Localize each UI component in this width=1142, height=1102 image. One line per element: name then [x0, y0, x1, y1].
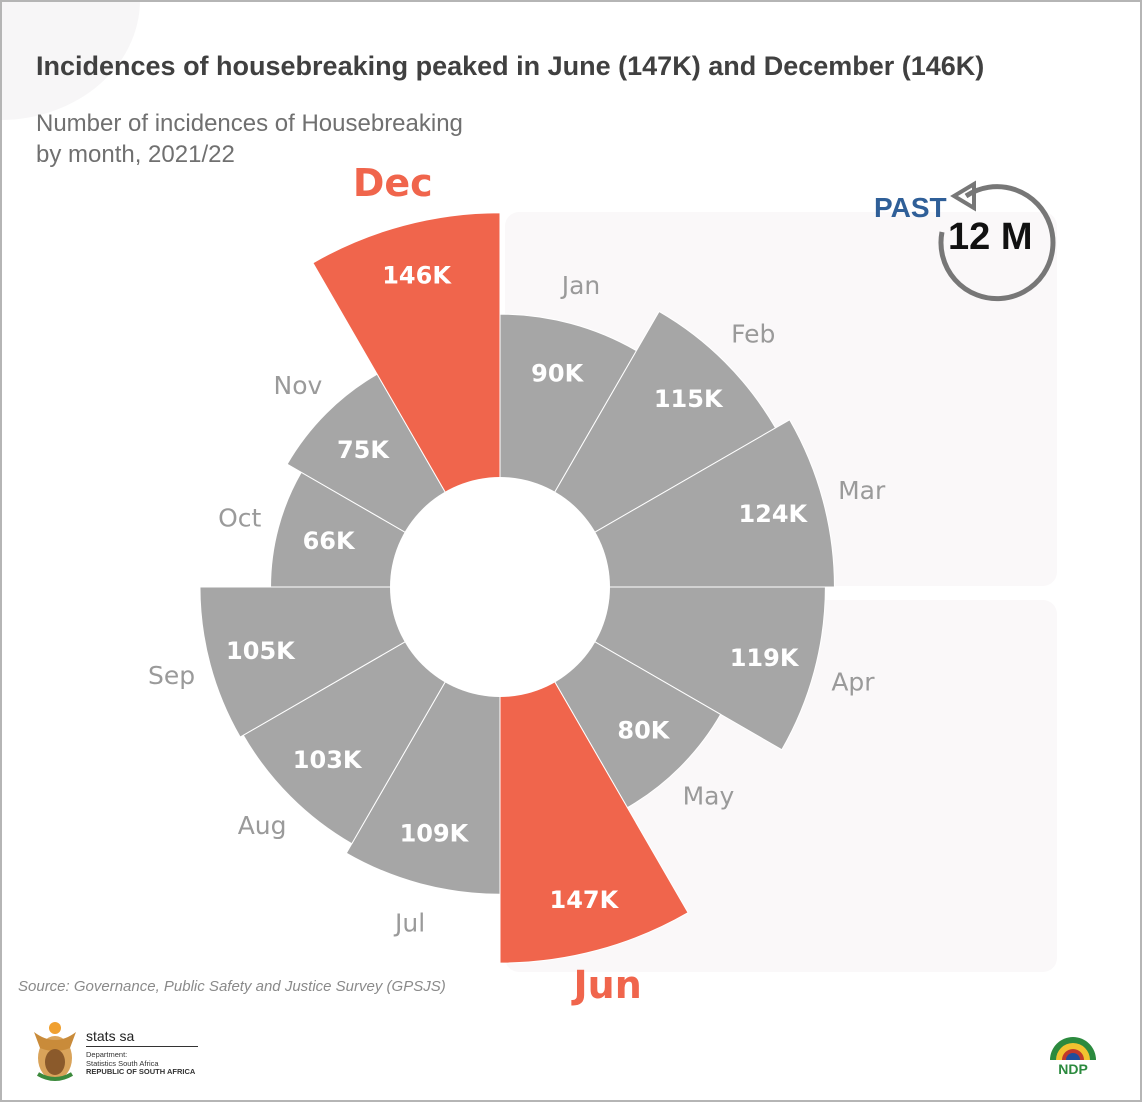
source-note: Source: Governance, Public Safety and Ju… — [18, 978, 446, 995]
logo-name: stats sa — [86, 1028, 198, 1047]
month-label: Feb — [731, 320, 775, 349]
past-12-months-badge: PAST 12 M — [870, 172, 1070, 302]
month-label: Jun — [571, 963, 642, 1007]
stats-sa-logo: stats sa Department: Statistics South Af… — [28, 1018, 208, 1084]
counterclockwise-arrow-icon — [938, 180, 1056, 302]
month-label: Aug — [238, 811, 287, 840]
logo-line: Statistics South Africa — [86, 1058, 159, 1068]
coat-of-arms-icon — [34, 1022, 76, 1081]
chart-subtitle: Number of incidences of Housebreaking by… — [36, 108, 463, 170]
chart-title: Incidences of housebreaking peaked in Ju… — [36, 51, 985, 81]
subtitle-line: by month, 2021/22 — [36, 141, 235, 168]
logo-line: Department: — [86, 1050, 128, 1059]
value-label: 124K — [738, 500, 808, 528]
value-label: 119K — [730, 644, 800, 672]
svg-text:NDP: NDP — [1058, 1061, 1088, 1076]
month-label: Jul — [393, 908, 425, 937]
value-label: 105K — [226, 637, 296, 665]
subtitle-line: Number of incidences of Housebreaking — [36, 110, 463, 137]
value-label: 109K — [400, 820, 470, 848]
value-label: 115K — [654, 385, 724, 413]
month-label: Nov — [274, 371, 323, 400]
month-label: Oct — [218, 503, 261, 532]
value-label: 75K — [337, 436, 390, 464]
value-label: 147K — [550, 886, 620, 914]
month-label: May — [683, 781, 735, 810]
value-label: 90K — [531, 360, 584, 388]
month-label: Sep — [148, 661, 195, 690]
value-label: 146K — [382, 262, 452, 290]
period-label: 12 M — [948, 216, 1033, 258]
ndp-logo: NDP — [1050, 1037, 1096, 1076]
month-label: Mar — [838, 476, 886, 505]
past-label: PAST — [874, 192, 947, 223]
month-label: Jan — [560, 271, 601, 300]
month-label: Dec — [353, 161, 433, 205]
value-label: 103K — [293, 746, 363, 774]
month-label: Apr — [831, 668, 875, 697]
logo-department: Department: Statistics South Africa REPU… — [86, 1050, 196, 1077]
center-hole — [390, 477, 610, 697]
value-label: 66K — [303, 527, 356, 555]
value-label: 80K — [617, 716, 670, 744]
logo-line: REPUBLIC OF SOUTH AFRICA — [86, 1067, 196, 1076]
